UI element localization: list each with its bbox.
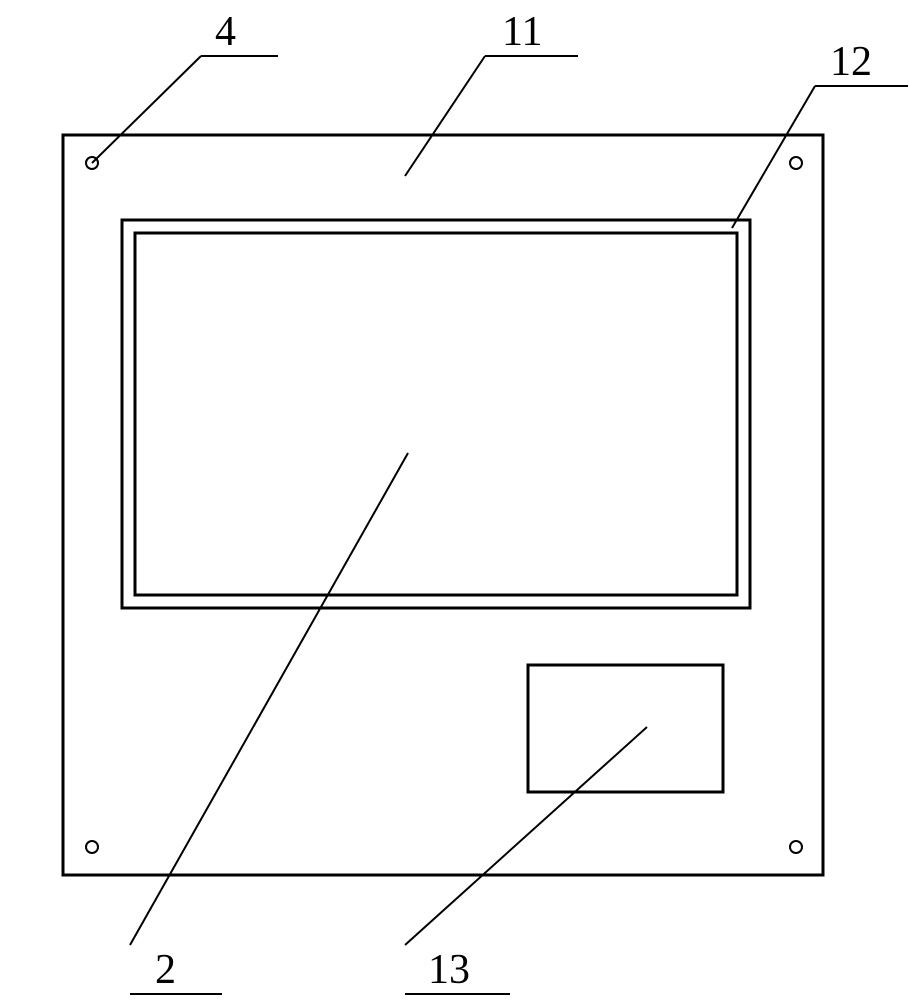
label-12: 12 [830, 39, 872, 85]
screen-outer-outline [122, 220, 750, 608]
mounting-hole-3 [86, 841, 98, 853]
technical-diagram: 4 11 12 2 13 [0, 0, 909, 1000]
leader-2 [130, 453, 408, 945]
leader-4 [92, 56, 201, 163]
label-13: 13 [428, 947, 470, 993]
label-11: 11 [502, 9, 542, 55]
mounting-hole-2 [790, 157, 802, 169]
small-box-outline [528, 665, 723, 792]
mounting-hole-4 [790, 841, 802, 853]
label-2: 2 [155, 947, 176, 993]
screen-inner-outline [135, 233, 737, 595]
panel-outline [63, 135, 823, 875]
leader-12 [732, 86, 815, 228]
leader-13 [405, 727, 647, 945]
leader-11 [405, 56, 485, 176]
label-4: 4 [215, 9, 236, 55]
